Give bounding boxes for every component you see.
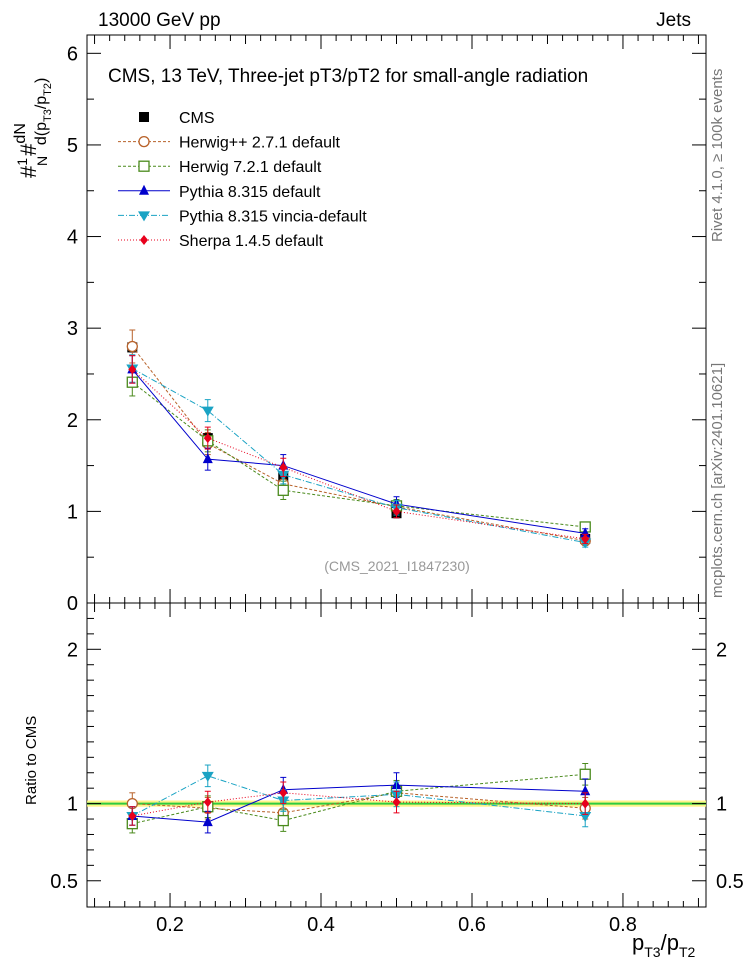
series-line	[131, 346, 586, 542]
data-point	[202, 453, 213, 464]
ratio-y-axis-label: Ratio to CMS	[23, 716, 40, 805]
main-y-tick-label: 6	[67, 43, 78, 65]
legend-label: Sherpa 1.4.5 default	[179, 233, 324, 250]
ratio-y-tick-label-right: 1	[716, 794, 727, 816]
data-point	[128, 364, 137, 375]
data-point	[579, 768, 591, 780]
ratio-series-5	[128, 781, 590, 826]
data-point	[277, 484, 289, 496]
ratio-y-tick-label-right: 2	[716, 639, 727, 661]
legend-marker	[138, 160, 150, 172]
data-point	[128, 810, 137, 821]
legend-label: Pythia 8.315 vincia-default	[179, 208, 367, 225]
legend: CMS Herwig++ 2.7.1 default Herwig 7.2.1 de…	[118, 110, 367, 250]
ratio-x-tick-label: 0.2	[156, 914, 184, 936]
ratio-y-tick-label-left: 0.5	[50, 871, 78, 893]
main-y-axis-label-text: #1 N#dN d(pT3/pT2)	[12, 78, 54, 178]
data-point	[203, 433, 212, 444]
energy-label: 13000 GeV pp	[98, 10, 221, 31]
main-series-5	[128, 355, 590, 544]
data-point	[202, 816, 213, 827]
data-point	[201, 406, 214, 417]
series-line	[132, 773, 586, 825]
main-y-tick-label: 5	[67, 135, 78, 157]
data-point	[581, 533, 590, 544]
ratio-x-ticks: 0.2 0.4 0.6 0.8	[94, 603, 699, 936]
data-point	[279, 462, 288, 473]
series-line	[132, 792, 586, 817]
legend-label: CMS	[179, 110, 215, 127]
mcplots-label: mcplots.cern.ch [arXiv:2401.10621]	[709, 363, 726, 598]
watermark-label: (CMS_2021_I1847230)	[324, 558, 470, 574]
data-point	[581, 798, 590, 809]
ratio-y-tick-label-left: 2	[67, 639, 78, 661]
legend-item: Herwig 7.2.1 default	[118, 159, 322, 176]
legend-marker	[139, 184, 149, 195]
main-x-minor-ticks	[94, 35, 699, 603]
legend-item: Sherpa 1.4.5 default	[118, 233, 324, 250]
main-y-tick-label: 3	[67, 318, 78, 340]
main-y-tick-label: 4	[67, 227, 78, 249]
category-label: Jets	[656, 10, 691, 31]
ratio-panel: 0.5 0.5 1 1 2 2 0.2 0.4 0.6 0.8 Ratio to CMS pT3…	[23, 602, 744, 960]
main-panel: CMS, 13 TeV, Three-jet pT3/pT2 for small…	[12, 34, 707, 615]
legend-item: Pythia 8.315 default	[118, 184, 321, 201]
legend-item: CMS	[139, 110, 215, 127]
main-y-ticks: 1 2 3 4 5 6 0	[67, 43, 706, 615]
ratio-series-group	[126, 762, 592, 834]
legend-marker	[138, 135, 150, 148]
legend-label: Pythia 8.315 default	[179, 184, 321, 201]
data-point	[392, 797, 401, 808]
series-line	[132, 775, 586, 817]
legend-marker	[139, 112, 149, 122]
ratio-x-tick-label: 0.6	[458, 914, 486, 936]
data-point	[392, 506, 401, 517]
rivet-version-label: Rivet 4.1.0, ≥ 100k events	[709, 69, 726, 242]
data-point	[126, 340, 138, 353]
main-y-axis-label: #1 N#dN d(pT3/pT2)	[12, 78, 54, 178]
legend-label: Herwig 7.2.1 default	[179, 159, 322, 176]
legend-item: Pythia 8.315 vincia-default	[118, 208, 367, 225]
ratio-x-tick-label: 0.4	[307, 914, 335, 936]
main-y-tick-label: 1	[67, 501, 78, 523]
data-point	[201, 771, 214, 782]
data-point	[277, 814, 289, 827]
legend-marker	[138, 211, 150, 222]
main-y-tick-label: 2	[67, 410, 78, 432]
x-axis-label: pT3/pT2	[632, 930, 696, 960]
ratio-y-ticks: 0.5 0.5 1 1 2 2	[50, 617, 744, 893]
legend-label: Herwig++ 2.7.1 default	[179, 135, 341, 152]
ratio-x-tick-label: 0.8	[609, 914, 637, 936]
series-line	[132, 368, 586, 544]
legend-marker	[140, 235, 148, 245]
data-point	[203, 797, 212, 808]
data-point	[580, 527, 591, 538]
data-point	[279, 787, 288, 798]
ratio-y-tick-label-right: 0.5	[716, 871, 744, 893]
legend-item: Herwig++ 2.7.1 default	[118, 135, 341, 152]
main-y-tick-label-zero: 0	[67, 593, 78, 615]
main-chart-title: CMS, 13 TeV, Three-jet pT3/pT2 for small…	[108, 66, 588, 87]
ratio-y-tick-label-left: 1	[67, 794, 78, 816]
main-series-group	[126, 329, 592, 549]
